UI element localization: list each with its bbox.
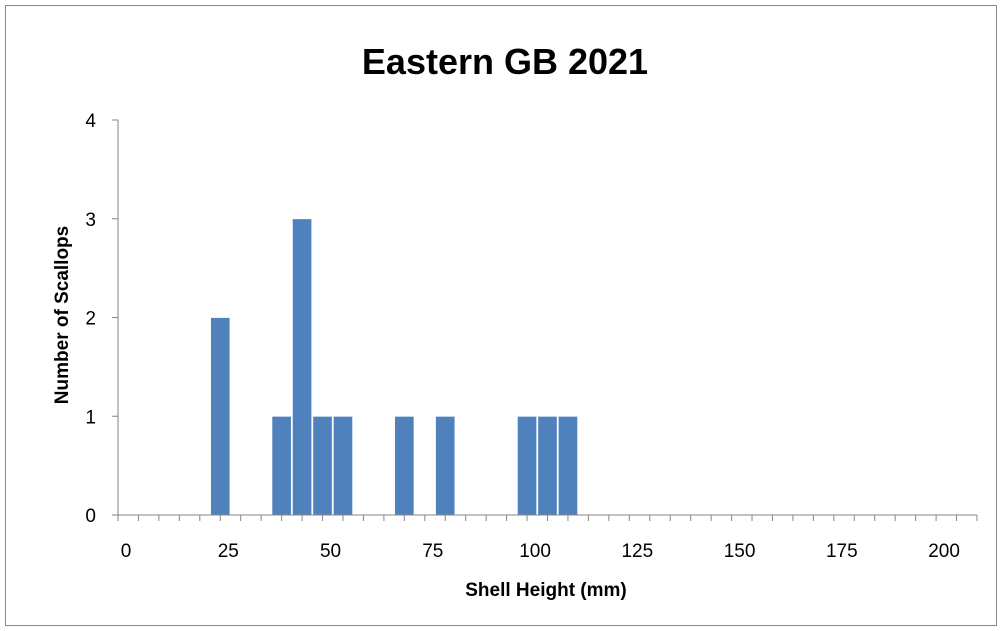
- bar-105mm: [537, 415, 558, 516]
- bar-80mm: [435, 415, 456, 516]
- bar-100mm: [516, 415, 538, 516]
- y-axis-title: Number of Scallops: [52, 226, 73, 404]
- x-axis-ticks: 0 25 50 75 100 125 150 175 200: [117, 515, 978, 562]
- bar-25mm: [210, 317, 231, 516]
- x-tick-label: 0: [121, 541, 132, 562]
- bar-40mm: [271, 415, 292, 516]
- bar-series: [210, 218, 579, 516]
- chart-frame: [5, 5, 997, 626]
- bar-70mm: [394, 415, 415, 516]
- bar-110mm: [557, 415, 579, 516]
- y-tick-label: 2: [85, 309, 96, 330]
- x-axis-title: Shell Height (mm): [465, 580, 627, 601]
- x-tick-label: 25: [218, 541, 239, 562]
- x-tick-label: 50: [320, 541, 341, 562]
- x-tick-label: 200: [928, 541, 960, 562]
- chart-title: Eastern GB 2021: [362, 41, 648, 82]
- x-tick-label: 125: [621, 541, 653, 562]
- y-tick-label: 1: [85, 407, 96, 428]
- bar-55mm: [332, 415, 354, 516]
- y-tick-label: 0: [85, 506, 96, 527]
- x-tick-label: 150: [724, 541, 756, 562]
- x-tick-label: 100: [519, 541, 551, 562]
- y-tick-label: 4: [85, 111, 96, 132]
- bar-45mm: [291, 218, 313, 516]
- x-tick-label: 175: [826, 541, 858, 562]
- y-axis-ticks: 0 1 2 3 4: [85, 111, 118, 527]
- x-tick-label: 75: [422, 541, 443, 562]
- y-tick-label: 3: [85, 210, 96, 231]
- bar-50mm: [312, 415, 333, 516]
